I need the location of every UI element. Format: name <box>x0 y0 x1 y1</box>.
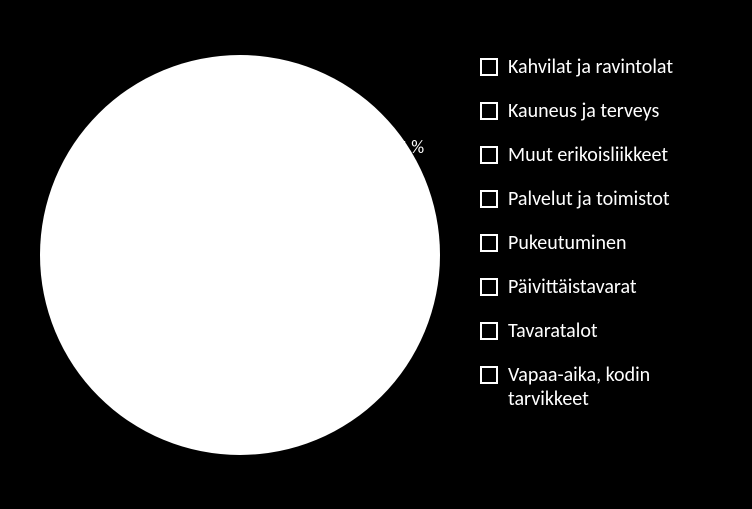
pie-circle <box>40 55 440 455</box>
legend-label: Tavaratalot <box>508 319 598 343</box>
pie-chart <box>40 55 440 455</box>
legend-item: Kahvilat ja ravintolat <box>480 55 730 79</box>
legend-label: Palvelut ja toimistot <box>508 187 670 211</box>
legend-item: Pukeutuminen <box>480 231 730 255</box>
pct-label-1: 10 % <box>400 224 435 246</box>
legend-marker-icon <box>480 190 498 208</box>
legend-item: Muut erikoisliikkeet <box>480 143 730 167</box>
legend-label: Kauneus ja terveys <box>508 99 659 123</box>
legend-marker-icon <box>480 58 498 76</box>
legend-marker-icon <box>480 366 498 384</box>
legend-marker-icon <box>480 234 498 252</box>
legend-label: Kahvilat ja ravintolat <box>508 55 673 79</box>
legend-label: Muut erikoisliikkeet <box>508 143 668 167</box>
legend-item: Tavaratalot <box>480 319 730 343</box>
legend-label: Vapaa-aika, kodin tarvikkeet <box>508 363 718 411</box>
legend: Kahvilat ja ravintolat Kauneus ja tervey… <box>480 55 730 431</box>
legend-marker-icon <box>480 102 498 120</box>
legend-label: Pukeutuminen <box>508 231 627 255</box>
legend-item: Palvelut ja toimistot <box>480 187 730 211</box>
legend-item: Kauneus ja terveys <box>480 99 730 123</box>
legend-marker-icon <box>480 146 498 164</box>
legend-label: Päivittäistavarat <box>508 275 637 299</box>
legend-marker-icon <box>480 322 498 340</box>
legend-marker-icon <box>480 278 498 296</box>
legend-item: Vapaa-aika, kodin tarvikkeet <box>480 363 730 411</box>
chart-stage: 4 % 10 % Kahvilat ja ravintolat Kauneus … <box>0 0 752 509</box>
pct-label-0: 4 % <box>398 136 424 158</box>
legend-item: Päivittäistavarat <box>480 275 730 299</box>
